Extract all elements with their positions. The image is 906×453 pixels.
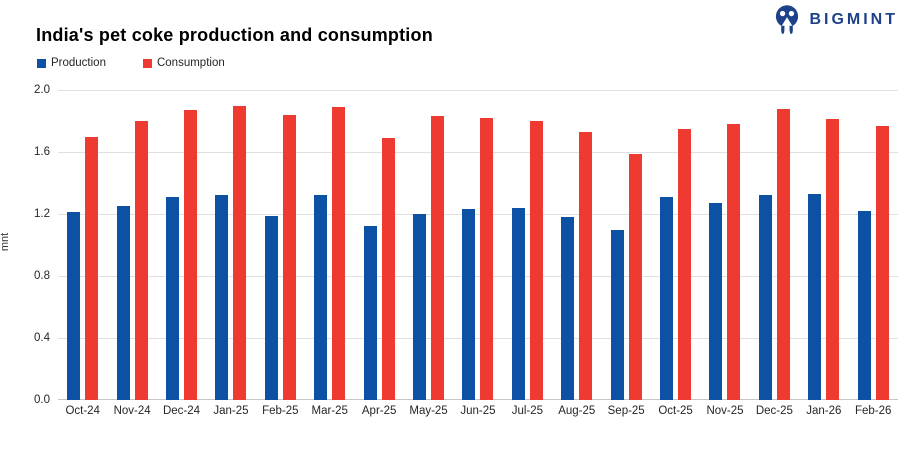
- production-bar: [660, 196, 674, 400]
- bar-group: [256, 90, 305, 400]
- page-title: India's pet coke production and consumpt…: [36, 25, 433, 45]
- consumption-bar: [875, 125, 889, 400]
- consumption-bar: [431, 116, 445, 400]
- x-tick-label: Feb-26: [854, 405, 892, 417]
- x-tick-label: Apr-25: [361, 405, 397, 417]
- consumption-swatch-icon: [142, 58, 152, 68]
- production-bar: [67, 212, 81, 400]
- production-bar: [413, 214, 427, 400]
- gridline: [58, 152, 898, 153]
- bar-group: [453, 90, 502, 400]
- legend-label-consumption: Consumption: [156, 57, 225, 69]
- bar-group: [206, 90, 255, 400]
- consumption-bar: [628, 153, 642, 400]
- x-tick-label: Jan-25: [213, 405, 249, 417]
- x-axis-labels: Oct-24 Nov-24 Dec-24 Jan-25 Feb-25 Mar-25 Apr-…: [58, 405, 898, 417]
- x-tick-label: Dec-25: [755, 405, 793, 417]
- x-tick-label: Mar-25: [311, 405, 348, 417]
- production-bar: [462, 209, 476, 400]
- production-bar: [709, 203, 723, 400]
- x-tick-label: Oct-24: [65, 405, 100, 417]
- bar-group: [58, 90, 107, 400]
- gridline: [58, 338, 898, 339]
- production-bar: [610, 229, 624, 400]
- consumption-bar: [826, 119, 840, 400]
- consumption-bar: [184, 110, 198, 400]
- consumption-bar: [776, 108, 790, 400]
- legend-label-production: Production: [51, 57, 106, 69]
- production-bar: [758, 195, 772, 400]
- x-axis-line: [58, 399, 898, 400]
- production-bar: [808, 193, 822, 400]
- production-bar: [166, 196, 180, 400]
- consumption-bar: [579, 131, 593, 400]
- bar-group: [601, 90, 650, 400]
- bar-group: [799, 90, 848, 400]
- bigmint-logo: BIGMINT: [771, 4, 898, 35]
- bar-group: [305, 90, 354, 400]
- x-tick-label: Oct-25: [658, 405, 693, 417]
- consumption-bar: [678, 128, 692, 400]
- production-bar: [857, 210, 871, 400]
- x-tick-label: Jun-25: [460, 405, 496, 417]
- bar-group: [651, 90, 700, 400]
- x-tick-label: Dec-24: [162, 405, 201, 417]
- production-swatch-icon: [37, 58, 46, 68]
- x-tick-label: May-25: [409, 405, 448, 417]
- x-tick-label: Feb-25: [262, 405, 299, 417]
- y-tick-label: 1.2: [34, 208, 50, 220]
- plot-area: [58, 90, 898, 400]
- bar-group: [750, 90, 799, 400]
- bar-groups: [58, 90, 898, 400]
- production-bar: [511, 207, 525, 400]
- x-tick-label: Aug-25: [558, 405, 596, 417]
- gridline: [58, 276, 898, 277]
- y-tick-label: 0.8: [34, 270, 50, 282]
- gridline: [58, 214, 898, 215]
- y-tick-label: 1.6: [34, 146, 50, 158]
- y-tick-label: 0.4: [34, 332, 50, 344]
- production-bar: [116, 206, 130, 400]
- legend-item-production: Production: [37, 57, 106, 69]
- y-tick-label: 2.0: [34, 84, 50, 96]
- bar-group: [849, 90, 898, 400]
- bar-group: [404, 90, 453, 400]
- bar-group: [503, 90, 552, 400]
- chart-legend: Production Consumption: [37, 57, 225, 69]
- gridline: [58, 90, 898, 91]
- production-bar: [363, 226, 377, 400]
- x-tick-label: Nov-25: [706, 405, 744, 417]
- consumption-bar: [529, 121, 543, 400]
- consumption-bar: [134, 121, 148, 400]
- consumption-bar: [381, 138, 395, 400]
- x-tick-label: Sep-25: [607, 405, 645, 417]
- production-bar: [314, 195, 328, 400]
- consumption-bar: [85, 136, 99, 400]
- bar-group: [354, 90, 403, 400]
- legend-item-consumption: Consumption: [142, 57, 225, 69]
- y-axis: 2.0 1.6 1.2 0.8 0.4 0.0: [0, 84, 50, 406]
- consumption-bar: [282, 114, 296, 400]
- bigmint-logo-text: BIGMINT: [809, 10, 898, 28]
- x-tick-label: Jan-26: [806, 405, 842, 417]
- y-tick-label: 0.0: [34, 394, 50, 406]
- x-tick-label: Nov-24: [113, 405, 151, 417]
- bigmint-logo-icon: [771, 4, 803, 35]
- x-tick-label: Jul-25: [511, 405, 544, 417]
- production-bar: [215, 195, 229, 400]
- production-bar: [264, 215, 278, 400]
- consumption-bar: [727, 124, 741, 400]
- bar-group: [157, 90, 206, 400]
- bar-group: [107, 90, 156, 400]
- consumption-bar: [233, 105, 247, 400]
- consumption-bar: [332, 107, 346, 400]
- production-bar: [561, 217, 575, 400]
- consumption-bar: [480, 117, 494, 400]
- bar-group: [700, 90, 749, 400]
- bar-group: [552, 90, 601, 400]
